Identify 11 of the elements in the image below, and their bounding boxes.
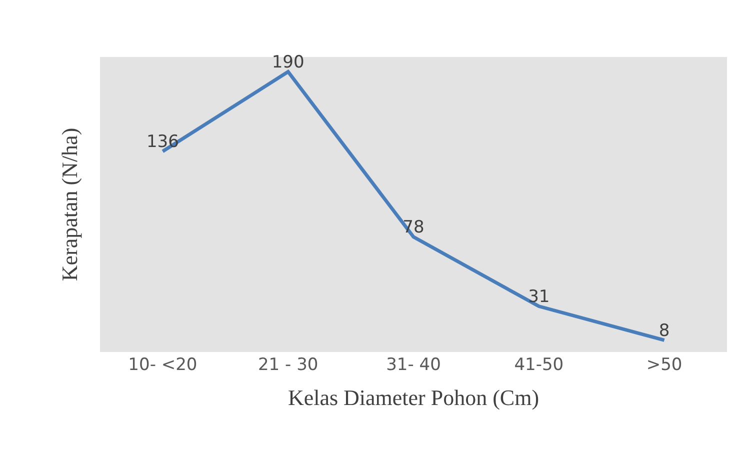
x-tick-label: 10- <20	[128, 355, 198, 375]
data-label: 31	[528, 287, 550, 308]
y-axis-title: Kerapatan (N/ha)	[56, 128, 82, 282]
data-label: 136	[146, 132, 179, 152]
x-tick-label: 21 - 30	[258, 355, 318, 375]
x-tick-label: 31- 40	[386, 355, 441, 375]
x-tick-label: 41-50	[514, 355, 564, 375]
x-axis-title: Kelas Diameter Pohon (Cm)	[288, 384, 540, 410]
data-label: 190	[272, 52, 304, 72]
data-label: 8	[658, 320, 670, 341]
x-tick-label: >50	[646, 355, 682, 375]
